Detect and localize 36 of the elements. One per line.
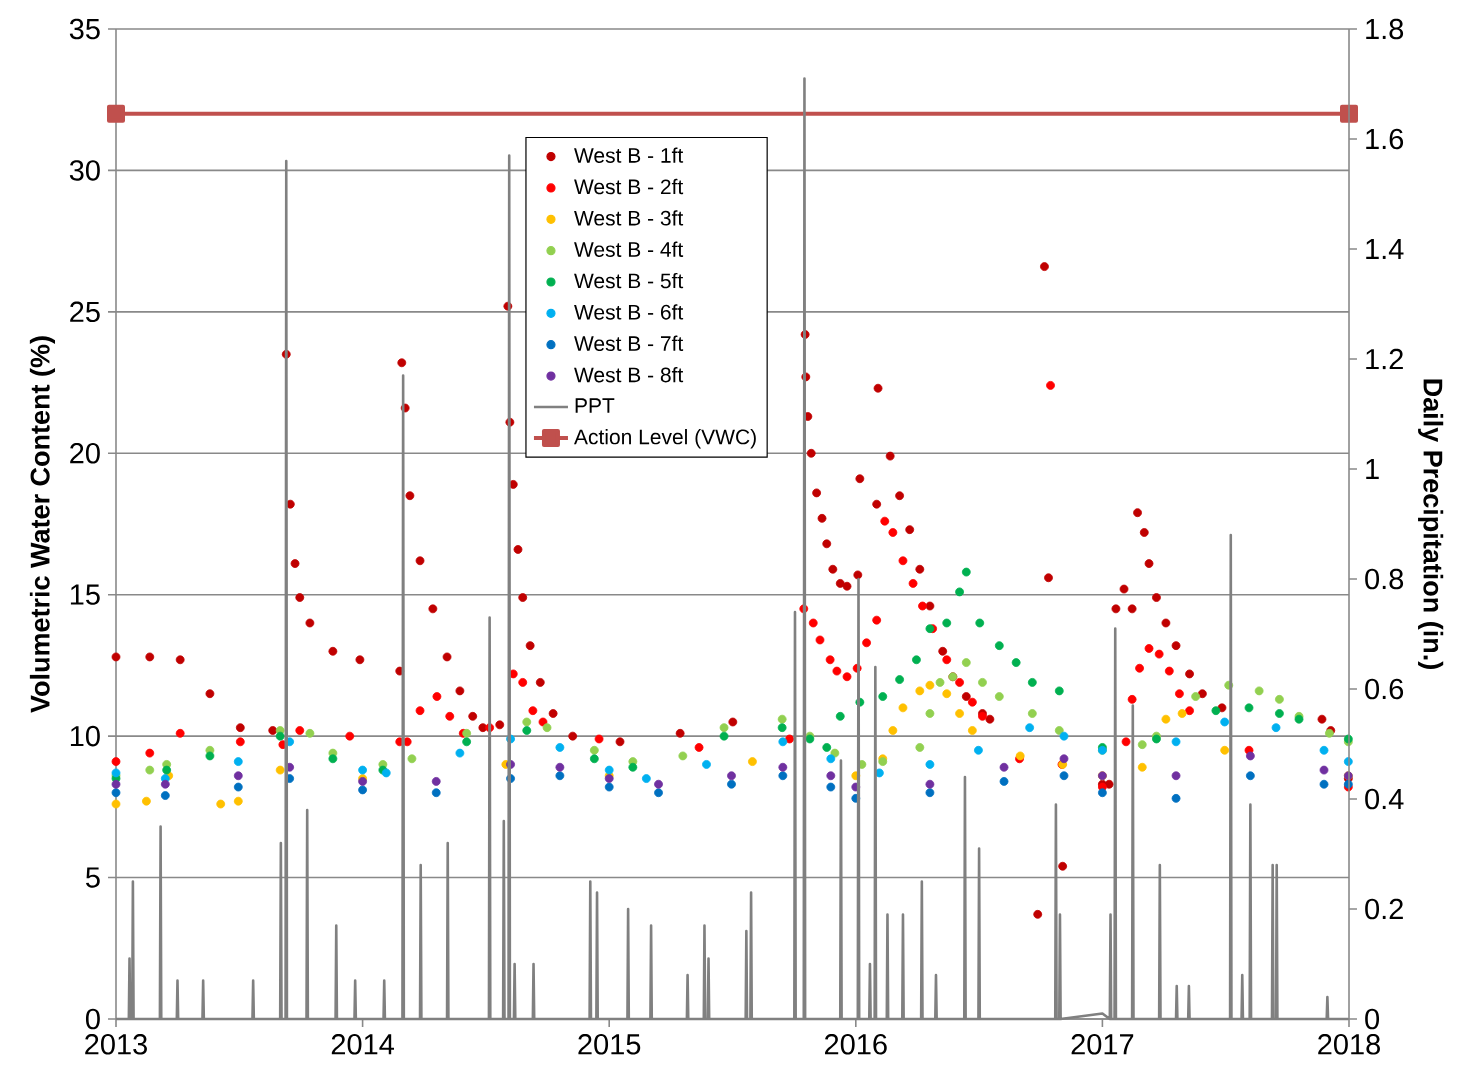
y2-tick-label: 1 <box>1366 459 1379 479</box>
y2-tick-label: 0.6 <box>1365 678 1404 700</box>
y-tick-label: 10 <box>70 725 100 747</box>
y-tick-label: 0 <box>85 1008 100 1030</box>
y2-tick-label: 1.2 <box>1366 348 1403 370</box>
y2-tick-label: 0.8 <box>1365 568 1404 590</box>
legend-label: West B - 5ft <box>574 272 684 289</box>
x-tick-label: 2014 <box>331 1034 394 1055</box>
y-tick-label: 20 <box>70 443 100 464</box>
y-tick-label: 5 <box>86 867 100 888</box>
legend-label: PPT <box>575 398 615 413</box>
legend-label: West B - 8ft <box>574 366 684 383</box>
y2-tick-label: 0 <box>1365 1008 1380 1030</box>
legend-label: West B - 4ft <box>574 241 684 257</box>
y-axis-title: Volumetric Water Content (%) <box>29 336 56 713</box>
x-tick-label: 2018 <box>1318 1034 1380 1055</box>
legend-label: West B - 2ft <box>574 178 684 195</box>
x-tick-label: 2015 <box>578 1034 641 1055</box>
legend-label: West B - 3ft <box>574 210 684 226</box>
y2-tick-label: 1.6 <box>1366 128 1404 150</box>
legend-label: West B - 1ft <box>574 147 684 163</box>
y-tick-label: 30 <box>69 160 100 181</box>
x-tick-label: 2013 <box>85 1034 147 1055</box>
legend-label: West B - 6ft <box>574 304 684 320</box>
x-tick-label: 2016 <box>825 1034 887 1055</box>
y2-axis-title: Daily Precipitation (in.) <box>1418 379 1444 669</box>
y2-tick-label: 1.4 <box>1366 239 1404 259</box>
legend-label: West B - 7ft <box>574 335 684 352</box>
y-tick-label: 25 <box>70 301 100 323</box>
x-tick-label: 2017 <box>1071 1034 1134 1055</box>
y-tick-label: 35 <box>69 18 100 40</box>
legend-label: Action Level (VWC) <box>573 428 756 449</box>
y2-tick-label: 0.4 <box>1365 788 1404 810</box>
y-tick-label: 15 <box>70 584 100 605</box>
y2-tick-label: 1.8 <box>1366 18 1404 40</box>
y2-tick-label: 0.2 <box>1365 898 1403 920</box>
